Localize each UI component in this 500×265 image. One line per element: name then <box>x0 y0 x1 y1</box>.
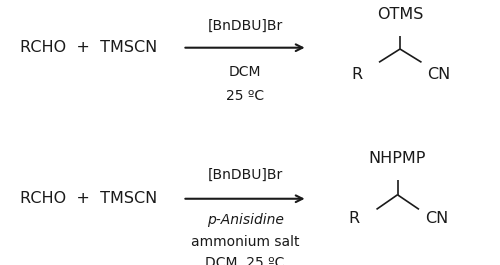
Text: NHPMP: NHPMP <box>369 151 426 166</box>
Text: DCM, 25 ºC: DCM, 25 ºC <box>206 256 284 265</box>
Text: [BnDBU]Br: [BnDBU]Br <box>208 167 282 182</box>
Text: OTMS: OTMS <box>377 7 423 22</box>
Text: p-Anisidine: p-Anisidine <box>206 213 284 227</box>
Text: 25 ºC: 25 ºC <box>226 89 264 103</box>
Text: DCM: DCM <box>229 65 261 79</box>
Text: CN: CN <box>425 211 448 226</box>
Text: R: R <box>349 211 360 226</box>
Text: R: R <box>352 67 362 82</box>
Text: CN: CN <box>428 67 451 82</box>
Text: RCHO  +  TMSCN: RCHO + TMSCN <box>20 40 157 55</box>
Text: ammonium salt: ammonium salt <box>191 235 299 249</box>
Text: [BnDBU]Br: [BnDBU]Br <box>208 19 282 33</box>
Text: RCHO  +  TMSCN: RCHO + TMSCN <box>20 191 157 206</box>
